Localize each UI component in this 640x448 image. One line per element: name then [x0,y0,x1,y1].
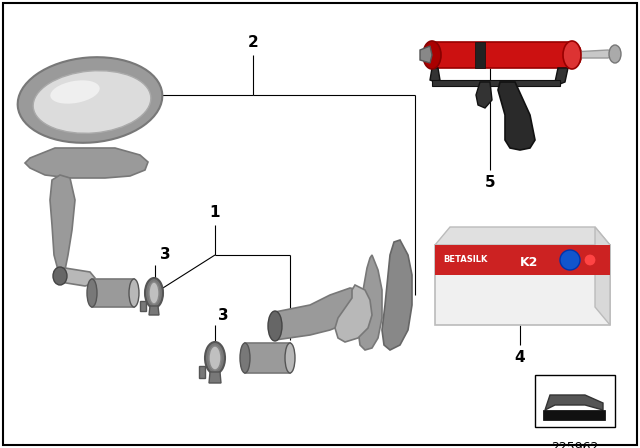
Ellipse shape [129,279,139,307]
Ellipse shape [145,278,163,308]
Ellipse shape [87,279,97,307]
Ellipse shape [51,80,100,103]
Polygon shape [92,279,134,307]
Bar [535,375,615,427]
Text: 1: 1 [210,205,220,220]
Polygon shape [54,268,95,286]
Text: 3: 3 [160,247,171,262]
Polygon shape [475,42,485,68]
Text: 2: 2 [248,35,259,50]
Polygon shape [595,227,610,325]
Text: BETASILK: BETASILK [443,255,488,264]
Ellipse shape [149,282,159,304]
Text: 225962: 225962 [551,441,598,448]
Ellipse shape [609,45,621,63]
Polygon shape [428,42,582,68]
Polygon shape [199,366,205,378]
Ellipse shape [53,267,67,285]
Polygon shape [140,301,146,311]
Polygon shape [25,148,148,178]
Ellipse shape [205,342,225,374]
Polygon shape [50,175,75,270]
Text: 3: 3 [218,308,228,323]
Bar [435,245,610,275]
Polygon shape [420,46,432,63]
Ellipse shape [209,346,221,370]
Ellipse shape [285,343,295,373]
Polygon shape [432,80,560,86]
Polygon shape [209,372,221,383]
Bar [435,245,610,325]
Polygon shape [476,82,492,108]
Ellipse shape [240,343,250,373]
Polygon shape [275,288,365,340]
Polygon shape [382,240,412,350]
Circle shape [560,250,580,270]
Text: 4: 4 [515,350,525,365]
Bar [543,410,605,420]
Text: 5: 5 [484,175,495,190]
Polygon shape [545,395,603,410]
Ellipse shape [268,311,282,341]
Polygon shape [149,306,159,315]
Text: K2: K2 [520,255,538,268]
Polygon shape [335,285,372,342]
Polygon shape [430,68,440,82]
Polygon shape [358,255,382,350]
Ellipse shape [423,41,441,69]
Polygon shape [572,50,615,58]
Polygon shape [245,343,290,373]
Polygon shape [555,68,568,84]
Circle shape [584,254,596,266]
Ellipse shape [18,57,163,143]
Polygon shape [435,227,610,245]
Ellipse shape [563,41,581,69]
Polygon shape [498,82,535,150]
Ellipse shape [33,71,151,134]
